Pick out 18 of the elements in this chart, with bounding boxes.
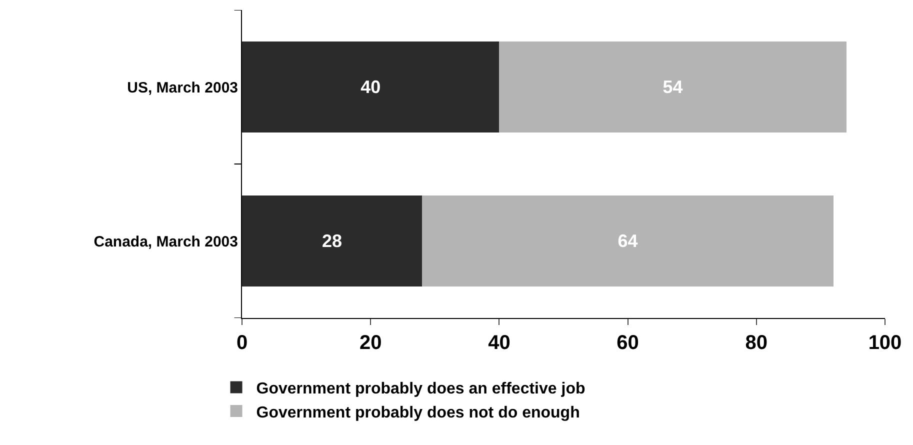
y-tick-label: Canada, March 2003 [94, 233, 238, 250]
data-label: 28 [322, 231, 342, 251]
y-tick-label: US, March 2003 [127, 79, 238, 96]
bar [499, 42, 846, 132]
bar [242, 42, 500, 132]
bar [422, 196, 834, 286]
data-label: 54 [662, 77, 683, 97]
legend-label: Government probably does not do enough [256, 404, 580, 422]
legend-label: Government probably does an effective job [256, 380, 586, 398]
x-tick-label: 100 [868, 332, 902, 354]
x-tick-label: 80 [745, 332, 768, 354]
data-label: 40 [360, 77, 381, 97]
x-tick-label: 40 [488, 332, 510, 354]
x-tick-label: 0 [236, 332, 248, 354]
x-tick-label: 60 [616, 332, 639, 354]
x-tick-label: 20 [359, 332, 382, 354]
data-label: 64 [618, 231, 638, 251]
bar [242, 196, 422, 286]
